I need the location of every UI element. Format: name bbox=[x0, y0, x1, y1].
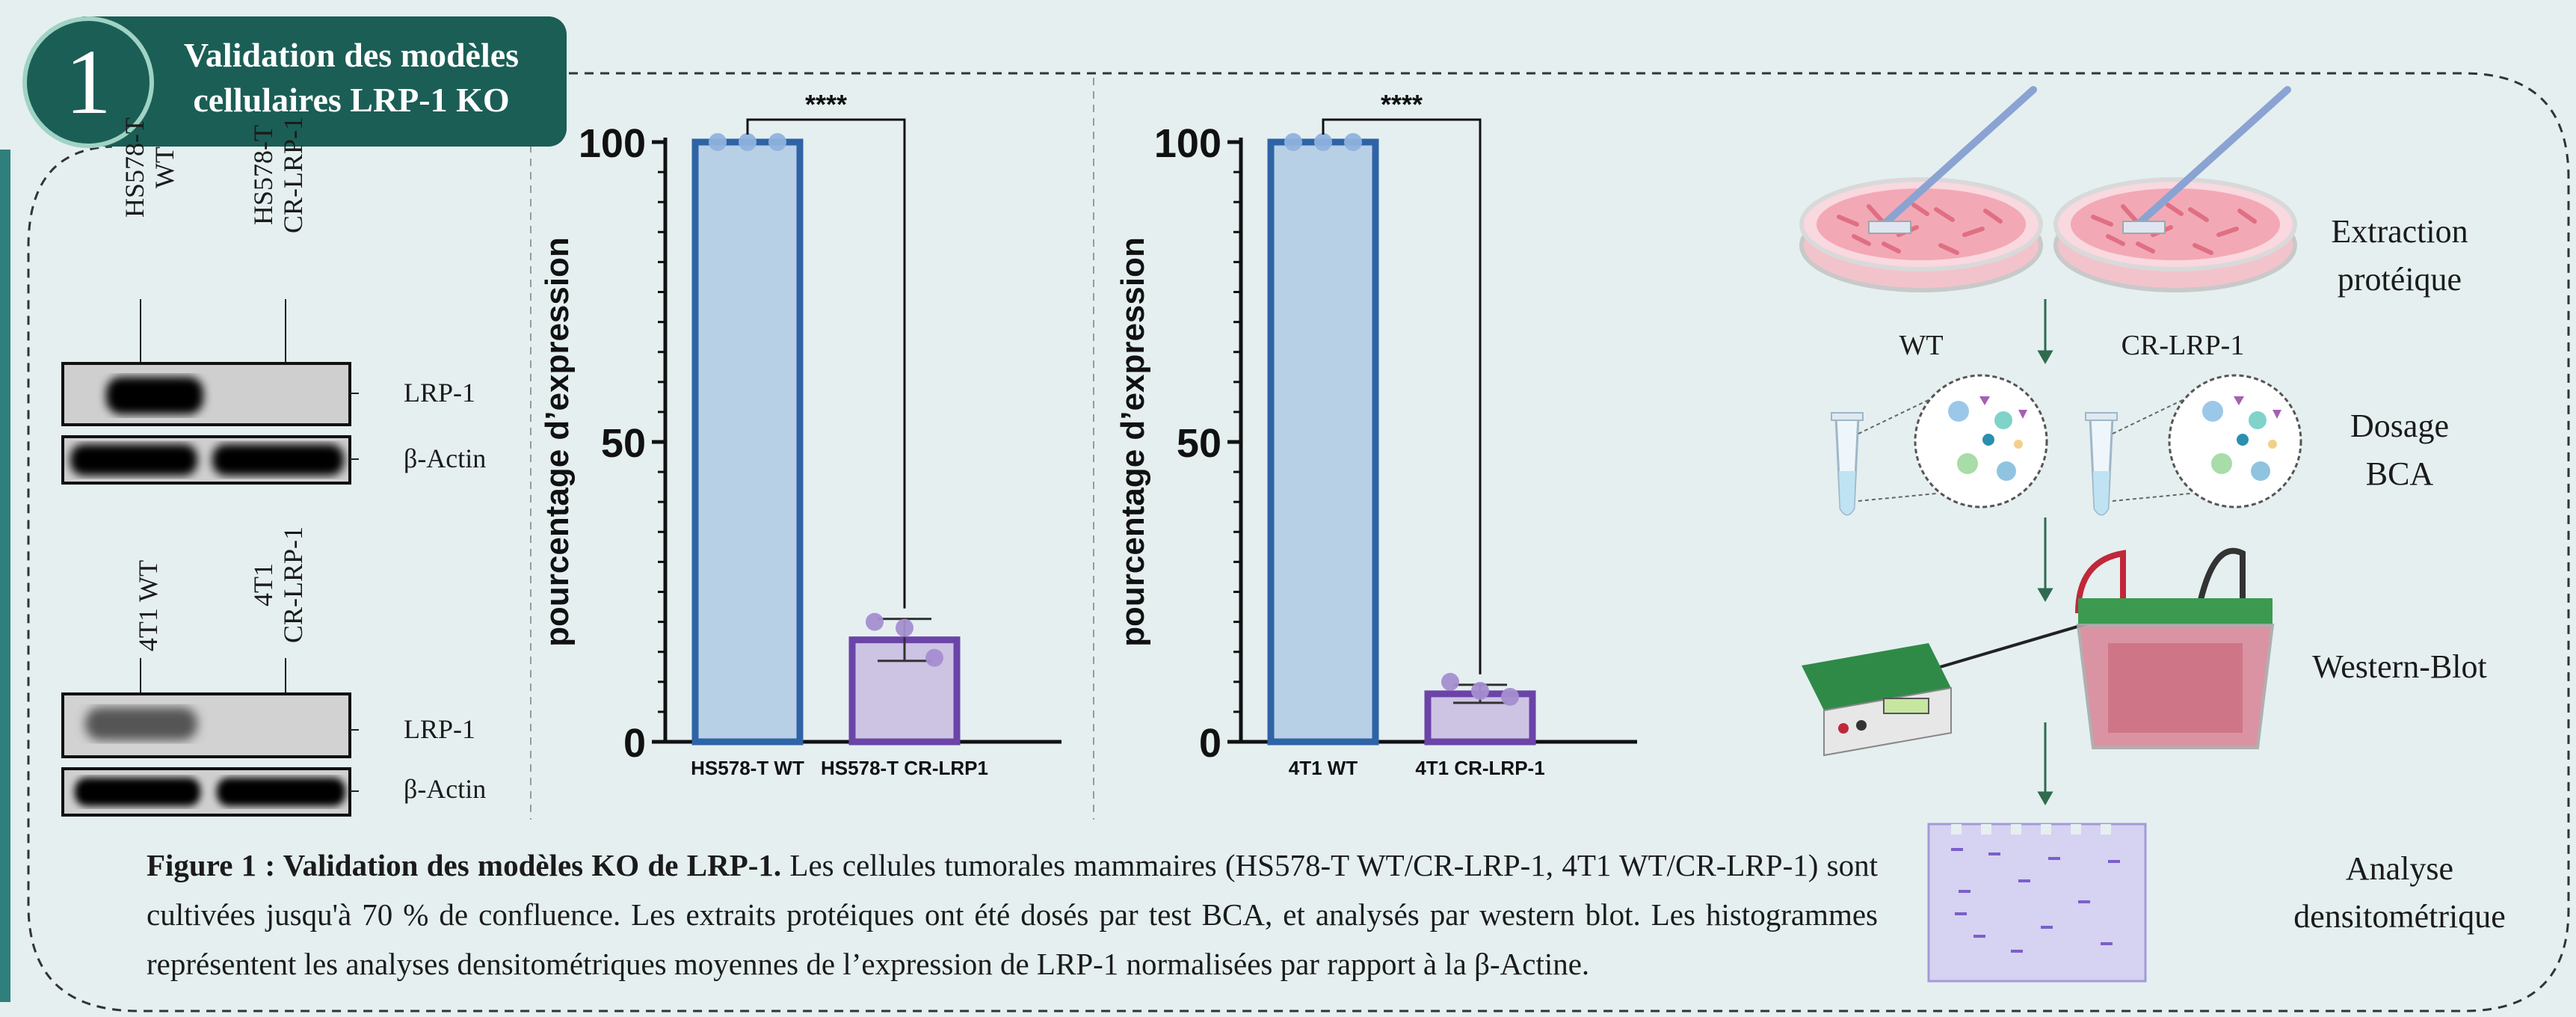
header-title: Validation des modèles cellulaires LRP-1… bbox=[147, 33, 556, 123]
workflow-step-extraction: Extraction protéique bbox=[2287, 208, 2512, 304]
header-title-line2: cellulaires LRP-1 KO bbox=[193, 81, 510, 119]
caption-text: Les cellules tumorales mammaires (HS578-… bbox=[147, 848, 1879, 981]
band-label-actin: β-Actin bbox=[404, 774, 487, 804]
data-point bbox=[1441, 672, 1459, 691]
lane-label-line1: HS578-T bbox=[120, 117, 150, 218]
workflow-step-analyse: Analyse densitométrique bbox=[2265, 845, 2534, 941]
y-tick-label: 100 bbox=[579, 121, 646, 166]
y-axis-label: pourcentage d’expression bbox=[1115, 237, 1151, 647]
header-banner bbox=[82, 16, 567, 147]
lane-label-line1: 4T1 WT bbox=[133, 559, 163, 652]
y-tick-label: 50 bbox=[1177, 421, 1221, 466]
x-tick-label: 4T1 CR-LRP-1 bbox=[1415, 757, 1544, 779]
workflow-step-bca: Dosage BCA bbox=[2287, 402, 2512, 498]
data-point bbox=[1284, 133, 1302, 151]
step-label-line2: densitométrique bbox=[2293, 898, 2506, 935]
y-tick-label: 0 bbox=[623, 721, 646, 766]
lane-label-line1: 4T1 bbox=[248, 563, 278, 606]
lane-label-line1: HS578-T bbox=[248, 125, 278, 225]
blot-image-hs578t bbox=[61, 299, 359, 485]
x-tick-label: 4T1 WT bbox=[1289, 757, 1358, 779]
bar-chart-hs578t: 0 50 100 pourcentage d’expression HS578-T WT… bbox=[539, 89, 1061, 779]
header-number-circle bbox=[22, 16, 154, 148]
dish-label-wt: WT bbox=[1899, 330, 1944, 361]
y-tick-label: 50 bbox=[601, 421, 646, 466]
blot-image-4t1 bbox=[61, 658, 359, 817]
lane-label-line2: CR-LRP-1 bbox=[278, 116, 308, 234]
petri-dish-wt-icon bbox=[1799, 86, 2043, 292]
data-point bbox=[768, 133, 786, 151]
bca-assay-icon bbox=[1831, 374, 2302, 516]
lane-label-line2: WT bbox=[150, 147, 179, 188]
workflow-step-western-blot: Western-Blot bbox=[2312, 648, 2487, 685]
step-label-line2: protéique bbox=[2337, 261, 2462, 298]
workflow-illustration bbox=[1799, 86, 2302, 983]
significance-label: **** bbox=[1381, 89, 1423, 120]
data-point bbox=[709, 133, 727, 151]
data-point bbox=[925, 648, 943, 667]
significance-bracket bbox=[746, 118, 906, 609]
data-point bbox=[1344, 133, 1362, 151]
band-label-actin: β-Actin bbox=[404, 443, 487, 473]
caption-title: Figure 1 : Validation des modèles KO de … bbox=[147, 848, 782, 882]
bar-chart-4t1: 0 50 100 pourcentage d’expression 4T1 WT 4T1 … bbox=[1115, 89, 1637, 779]
data-point bbox=[739, 133, 757, 151]
header-number: 1 bbox=[65, 31, 111, 133]
step-label-line1: Extraction bbox=[2331, 213, 2468, 250]
workflow-arrows bbox=[2037, 299, 2053, 806]
y-axis-label: pourcentage d’expression bbox=[539, 237, 576, 647]
data-point bbox=[896, 618, 913, 637]
y-tick-label: 0 bbox=[1199, 721, 1221, 766]
x-tick-label: HS578-T WT bbox=[691, 757, 804, 779]
left-accent-bar bbox=[0, 150, 10, 1002]
step-label-line1: Dosage bbox=[2350, 408, 2449, 444]
step-label-line2: BCA bbox=[2365, 455, 2434, 492]
band-label-lrp1: LRP-1 bbox=[404, 714, 476, 744]
bar bbox=[1267, 138, 1379, 746]
y-tick-label: 100 bbox=[1154, 121, 1221, 166]
membrane-icon bbox=[1927, 823, 2147, 983]
step-label-line1: Analyse bbox=[2345, 850, 2454, 887]
significance-bracket bbox=[1322, 118, 1482, 675]
band-label-lrp1: LRP-1 bbox=[404, 378, 476, 408]
dish-label-cr: CR-LRP-1 bbox=[2121, 330, 2245, 361]
electrophoresis-icon bbox=[1802, 547, 2275, 757]
data-point bbox=[1471, 681, 1489, 700]
lane-label-line2: CR-LRP-1 bbox=[278, 526, 308, 644]
header-title-line1: Validation des modèles bbox=[183, 36, 520, 74]
data-point bbox=[1314, 133, 1332, 151]
data-point bbox=[866, 612, 884, 631]
petri-dish-cr-icon bbox=[2053, 86, 2297, 292]
bar bbox=[691, 138, 804, 746]
significance-label: **** bbox=[805, 89, 847, 120]
data-point bbox=[1501, 687, 1519, 706]
x-tick-label: HS578-T CR-LRP1 bbox=[821, 757, 988, 779]
figure-caption: Figure 1 : Validation des modèles KO de … bbox=[147, 841, 1878, 989]
